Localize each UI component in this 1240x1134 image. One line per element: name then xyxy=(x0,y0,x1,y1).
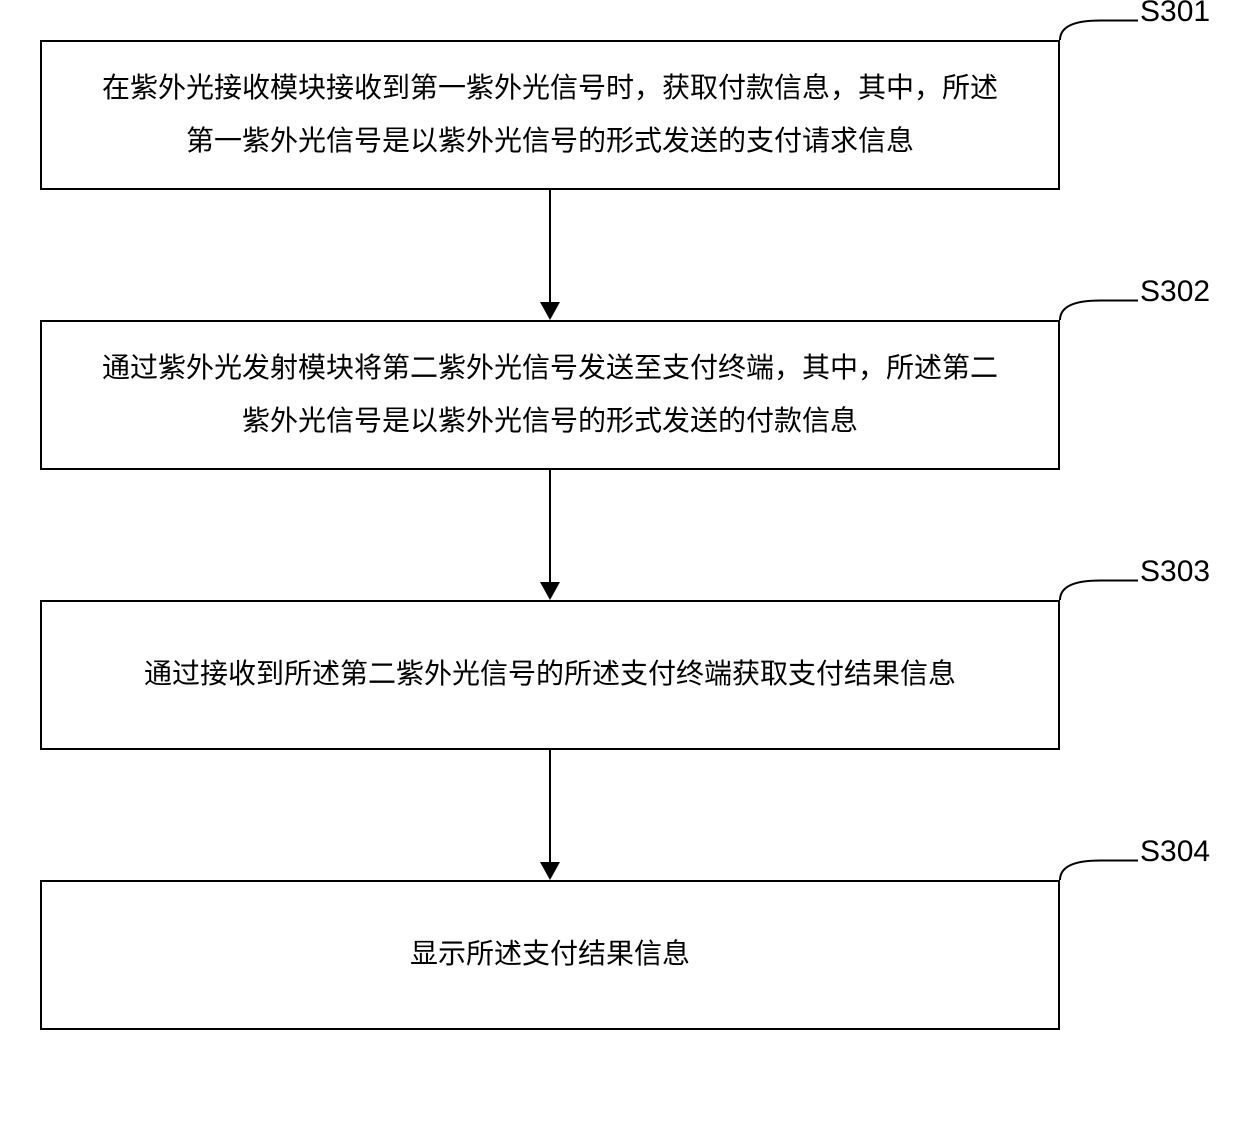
flow-step-box: 通过紫外光发射模块将第二紫外光信号发送至支付终端，其中，所述第二紫外光信号是以紫… xyxy=(40,320,1060,470)
leader-line xyxy=(1056,280,1144,340)
flow-step-text: 显示所述支付结果信息 xyxy=(410,928,690,981)
leader-line xyxy=(1056,0,1144,60)
flow-arrow xyxy=(530,190,570,320)
flow-step-box: 显示所述支付结果信息 xyxy=(40,880,1060,1030)
flow-arrow xyxy=(530,470,570,600)
flow-step-text: 通过紫外光发射模块将第二紫外光信号发送至支付终端，其中，所述第二紫外光信号是以紫… xyxy=(102,342,998,448)
flow-step-text: 通过接收到所述第二紫外光信号的所述支付终端获取支付结果信息 xyxy=(144,648,956,701)
flow-step-box: 通过接收到所述第二紫外光信号的所述支付终端获取支付结果信息 xyxy=(40,600,1060,750)
flow-step-label: S303 xyxy=(1140,555,1210,589)
leader-line xyxy=(1056,560,1144,620)
flow-step-label: S301 xyxy=(1140,0,1210,29)
flow-step-text: 在紫外光接收模块接收到第一紫外光信号时，获取付款信息，其中，所述第一紫外光信号是… xyxy=(102,62,998,168)
flow-step-label: S302 xyxy=(1140,275,1210,309)
flow-step-label: S304 xyxy=(1140,835,1210,869)
flow-arrow xyxy=(530,750,570,880)
leader-line xyxy=(1056,840,1144,900)
flow-step-box: 在紫外光接收模块接收到第一紫外光信号时，获取付款信息，其中，所述第一紫外光信号是… xyxy=(40,40,1060,190)
